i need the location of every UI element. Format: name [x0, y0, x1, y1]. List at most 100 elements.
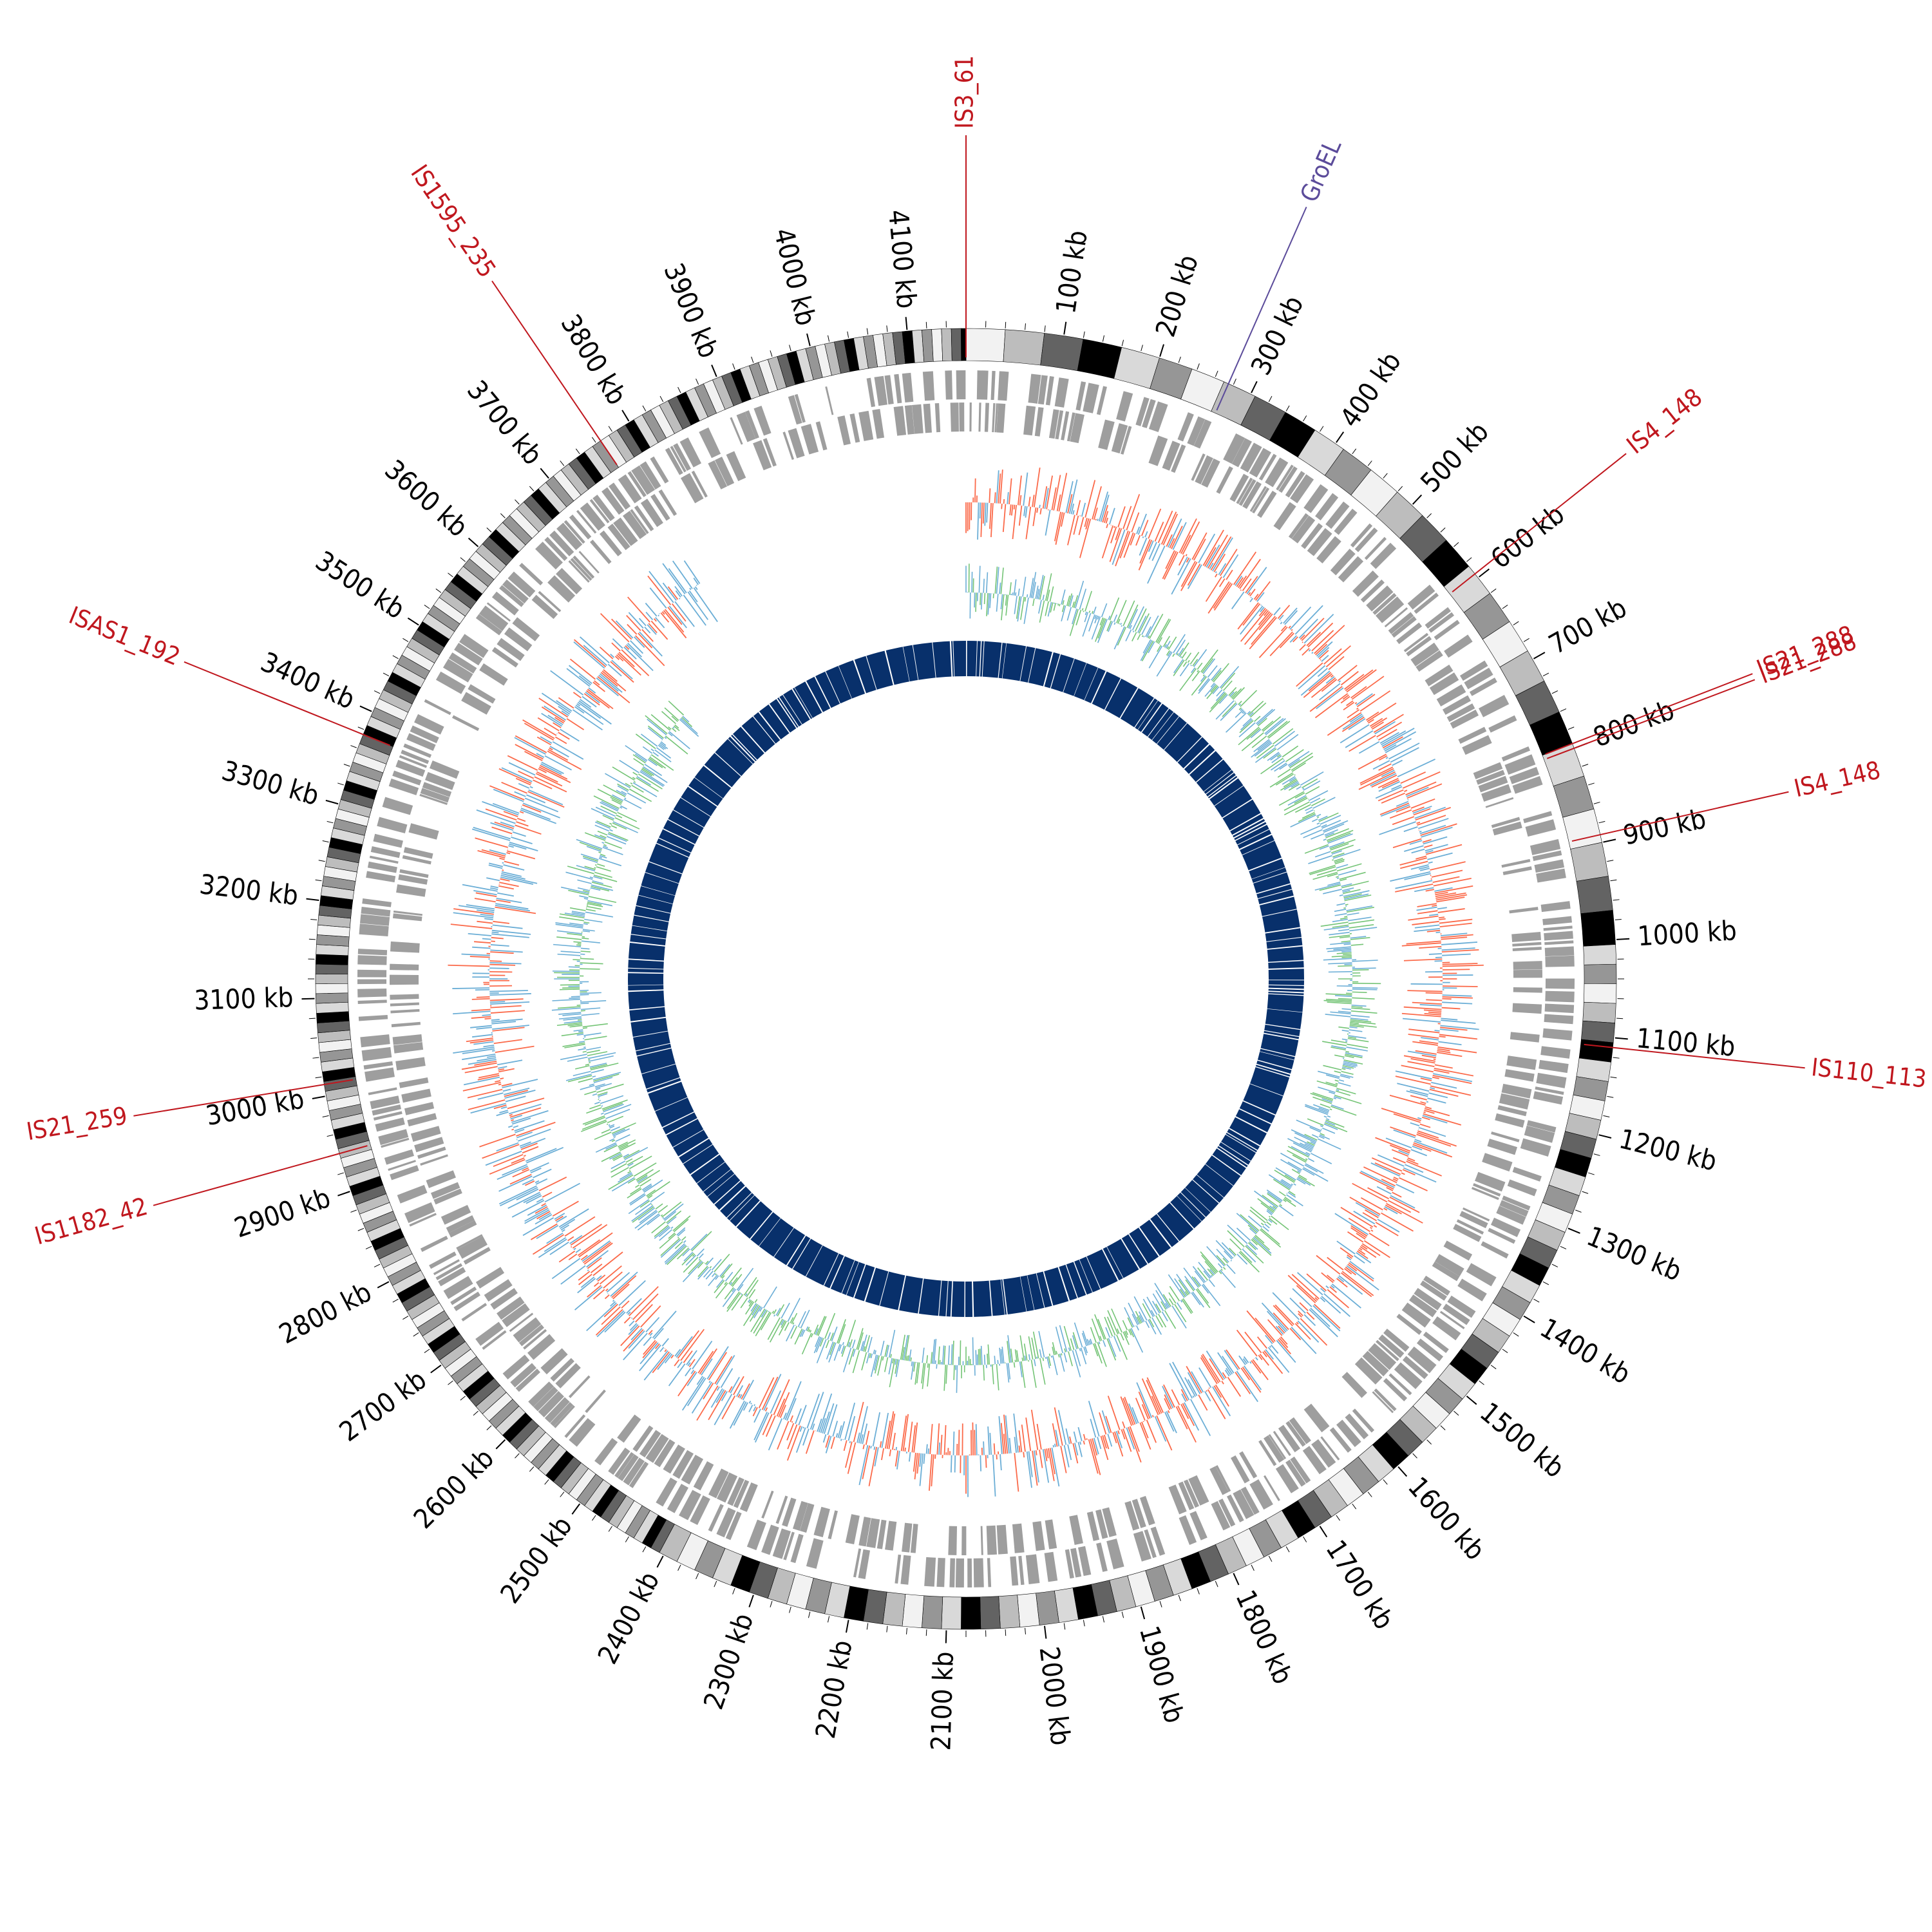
gc-content-bar: [1278, 791, 1305, 806]
gene-block: [904, 404, 915, 435]
gene-block: [533, 1386, 558, 1412]
gc-skew-bar: [1033, 1450, 1039, 1482]
gc-content-bar: [1247, 1215, 1262, 1228]
gc-skew-bar: [1316, 1255, 1341, 1275]
gene-block: [388, 778, 419, 795]
minor-tick: [350, 1209, 357, 1213]
gc-content-bar: [612, 1155, 623, 1161]
gc-skew-bar: [514, 737, 546, 755]
gc-content-bar: [668, 731, 690, 750]
minor-tick: [592, 437, 596, 443]
minor-tick: [847, 331, 849, 338]
gc-skew-bar: [516, 1121, 556, 1137]
gene-block: [1485, 797, 1514, 808]
gc-content-bar: [1059, 1325, 1068, 1352]
gc-skew-bar: [526, 1146, 564, 1164]
minor-tick: [1440, 1425, 1446, 1430]
gene-block: [1535, 1086, 1564, 1095]
gc-content-bar: [1278, 1205, 1294, 1217]
gc-content-bar: [1341, 1030, 1349, 1032]
gc-skew-bar: [822, 1434, 827, 1443]
gc-content-bar: [670, 1226, 674, 1229]
gc-skew-bar: [549, 746, 569, 758]
gc-content-bar: [1349, 1029, 1363, 1032]
gene-block: [1183, 1479, 1200, 1508]
gc-content-bar: [576, 1034, 584, 1036]
inner-ring-gap: [666, 818, 701, 837]
gc-skew-bar: [1380, 804, 1410, 817]
inner-ring-gap: [712, 1179, 742, 1206]
gc-skew-bar: [1204, 1390, 1211, 1402]
gc-skew-bar: [1077, 1441, 1083, 1457]
gc-content-bar: [1251, 741, 1272, 758]
gc-content-bar: [1336, 863, 1362, 872]
gc-skew-bar: [1249, 1361, 1252, 1364]
gene-block: [858, 1517, 871, 1547]
gc-content-bar: [1316, 869, 1337, 876]
gc-content-bar: [1275, 773, 1294, 786]
gc-skew-bar: [507, 1125, 513, 1128]
gc-content-bar: [904, 1334, 910, 1361]
gc-skew-bar: [892, 1432, 896, 1450]
gc-content-bar: [593, 876, 603, 880]
gene-block: [1258, 1440, 1277, 1466]
gene-block: [490, 1287, 518, 1310]
gc-skew-bar: [1051, 1447, 1060, 1487]
gc-skew-bar: [515, 824, 542, 835]
gene-block: [451, 715, 480, 732]
gc-skew-bar: [1437, 1048, 1450, 1052]
gc-skew-bar: [1429, 1088, 1459, 1097]
gc-skew-bar: [706, 1346, 729, 1379]
gc-skew-bar: [889, 1449, 892, 1457]
gene-block: [1488, 715, 1517, 733]
gc-content-bar: [1283, 801, 1310, 816]
gc-content-bar: [677, 1236, 679, 1239]
gc-content-bar: [1310, 1141, 1316, 1145]
gene-block: [435, 671, 466, 694]
inner-ring-gap: [725, 1191, 753, 1219]
gc-skew-bar: [490, 944, 509, 947]
minor-tick: [732, 1588, 735, 1595]
gc-skew-bar: [489, 785, 525, 800]
gene-block: [1291, 515, 1316, 544]
gc-content-bar: [1047, 601, 1052, 617]
gc-content-bar: [1341, 887, 1354, 891]
inner-ring-gap: [657, 837, 692, 854]
inner-ring-gap: [1078, 1258, 1094, 1294]
gc-content-bar: [1327, 1115, 1331, 1118]
gc-skew-bar: [1296, 662, 1323, 687]
gc-skew-bar: [604, 1311, 626, 1333]
gc-skew-bar: [586, 690, 610, 709]
gc-skew-bar: [693, 587, 718, 622]
gc-content-bar: [1101, 603, 1108, 618]
gc-skew-bar: [1433, 1058, 1436, 1061]
gc-content-bar: [639, 1209, 657, 1224]
gc-skew-bar: [623, 647, 637, 659]
gene-block: [902, 1522, 913, 1553]
gc-content-bar: [1210, 683, 1215, 688]
gc-skew-bar: [1439, 922, 1472, 928]
gc-content-bar: [1320, 815, 1341, 825]
minor-tick: [1575, 1209, 1582, 1213]
gc-content-bar: [736, 1267, 754, 1291]
gc-content-bar: [1028, 1354, 1031, 1360]
gc-skew-bar: [614, 656, 620, 660]
gc-skew-bar: [535, 1206, 548, 1214]
gc-skew-bar: [628, 1330, 645, 1349]
gc-content-bar: [633, 781, 636, 783]
minor-tick: [625, 1536, 629, 1542]
gc-content-bar: [558, 1012, 582, 1015]
gc-skew-bar: [1172, 522, 1187, 550]
gc-skew-bar: [677, 1330, 700, 1359]
gc-skew-bar: [499, 882, 519, 887]
gc-content-bar: [685, 1255, 697, 1266]
gc-content-bar: [602, 815, 614, 821]
gc-content-bar: [1093, 1343, 1099, 1357]
gc-skew-bar: [556, 1215, 567, 1223]
gene-block: [1443, 1240, 1473, 1261]
gc-skew-bar: [1264, 1350, 1283, 1374]
gc-skew-bar: [453, 1046, 495, 1054]
gc-skew-bar: [1287, 1274, 1318, 1302]
gc-skew-bar: [1437, 1046, 1477, 1054]
tick-label: 2500 kb: [494, 1510, 578, 1609]
